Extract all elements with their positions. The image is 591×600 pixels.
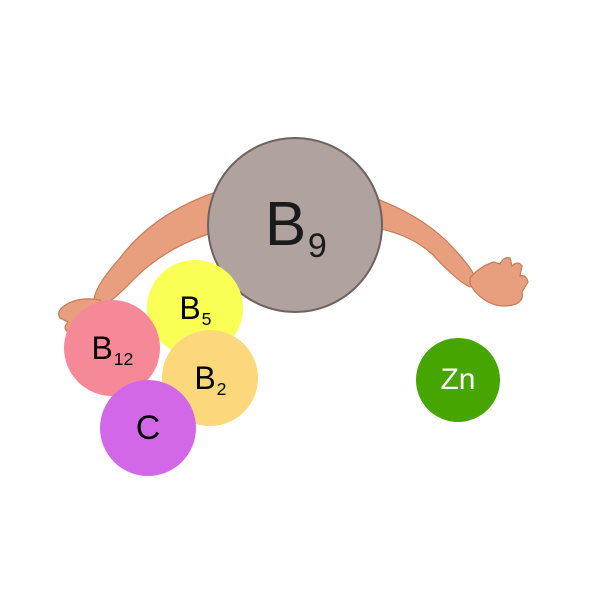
node-zn: Zn	[416, 338, 500, 422]
node-c-label: C	[136, 411, 161, 445]
node-b2-label: B2	[194, 362, 225, 394]
node-zn-label: Zn	[440, 365, 475, 395]
vitamin-diagram: B9 B5 B12 B2 C Zn	[0, 0, 591, 600]
node-b5-label: B5	[179, 292, 210, 324]
node-c: C	[100, 380, 196, 476]
node-b12-label: B12	[92, 332, 133, 364]
node-b9-label: B9	[265, 194, 325, 256]
right-hand	[470, 258, 528, 306]
